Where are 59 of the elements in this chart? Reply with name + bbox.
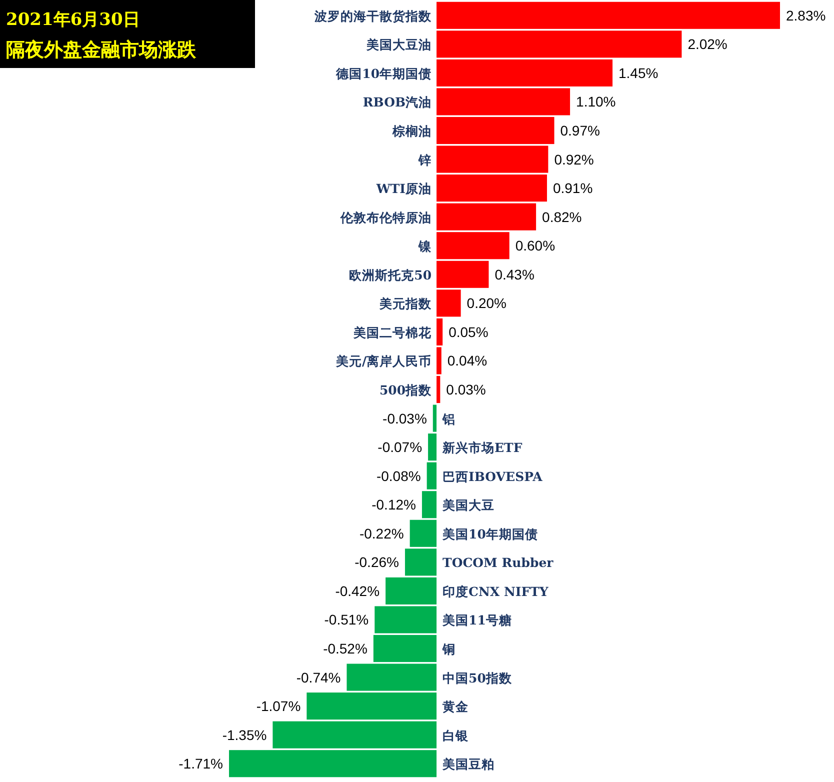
data-label: -0.51%: [324, 612, 369, 628]
data-label: 2.83%: [786, 7, 826, 24]
data-label: -0.52%: [323, 640, 368, 656]
y-tick-label: 印度CNX NIFTY: [442, 584, 550, 599]
data-label: -0.03%: [382, 410, 427, 426]
data-label: -0.74%: [296, 669, 341, 686]
bar: [436, 376, 440, 404]
data-label: -0.26%: [354, 554, 399, 570]
y-tick-label: 伦敦布伦特原油: [340, 210, 432, 225]
y-tick-label: 美国大豆: [442, 498, 495, 513]
data-label: -0.22%: [359, 525, 404, 542]
y-tick-label: RBOB汽油: [362, 94, 432, 110]
y-tick-label: 锌: [418, 152, 432, 168]
y-tick-label: 棕榈油: [392, 124, 432, 138]
y-tick-label: 新兴市场ETF: [442, 440, 522, 456]
data-label: -0.07%: [378, 439, 422, 456]
data-label: 0.92%: [554, 151, 594, 168]
y-tick-label: 铝: [442, 411, 456, 426]
y-tick-label: 美国大豆油: [366, 37, 432, 52]
y-tick-label: 美国二号棉花: [352, 324, 433, 340]
data-label: 2.02%: [688, 36, 728, 52]
y-tick-label: 美元/离岸人民币: [334, 354, 432, 369]
data-label: 1.45%: [618, 64, 658, 81]
data-label: -0.12%: [372, 496, 416, 513]
data-label: 0.97%: [560, 122, 600, 138]
data-label: 0.20%: [466, 295, 507, 312]
bar: [373, 634, 437, 662]
data-label: -0.42%: [335, 582, 380, 599]
data-label: 0.82%: [542, 208, 582, 225]
y-tick-label: 美国10年期国债: [442, 526, 538, 542]
data-label: 0.05%: [448, 324, 488, 340]
y-tick-label: 镍: [418, 238, 433, 254]
data-label: 1.10%: [576, 94, 616, 110]
y-tick-label: 美国豆粕: [442, 756, 495, 772]
y-tick-label: TOCOM Rubber: [442, 555, 554, 570]
data-label: 0.60%: [515, 238, 556, 254]
y-tick-label: 波罗的海干散货指数: [314, 8, 433, 24]
data-label: 0.43%: [494, 266, 534, 282]
data-label: -1.07%: [256, 698, 301, 714]
y-tick-label: 白银: [442, 728, 470, 743]
data-label: 0.04%: [447, 352, 488, 369]
data-label: -0.08%: [376, 468, 421, 484]
text: 2021年6月30日: [6, 10, 140, 30]
text: 隔夜外盘金融市场涨跌: [6, 39, 197, 61]
data-label: -1.71%: [178, 756, 223, 772]
y-tick-label: 美元指数: [378, 296, 433, 312]
y-tick-label: 500指数: [379, 382, 433, 398]
y-tick-label: 德国10年期国债: [335, 66, 432, 81]
data-label: -1.35%: [222, 726, 267, 743]
y-tick-label: 美国11号糖: [442, 612, 512, 628]
bar: [436, 116, 554, 144]
y-tick-label: WTI原油: [375, 181, 432, 196]
y-tick-label: 巴西IBOVESPA: [442, 468, 543, 484]
y-tick-label: 中国50指数: [442, 670, 513, 686]
y-tick-label: 黄金: [442, 699, 469, 714]
data-label: 0.91%: [552, 180, 593, 196]
data-label: 0.03%: [446, 382, 486, 398]
y-tick-label: 欧洲斯托克50: [349, 267, 432, 282]
y-tick-label: 铜: [442, 642, 456, 656]
